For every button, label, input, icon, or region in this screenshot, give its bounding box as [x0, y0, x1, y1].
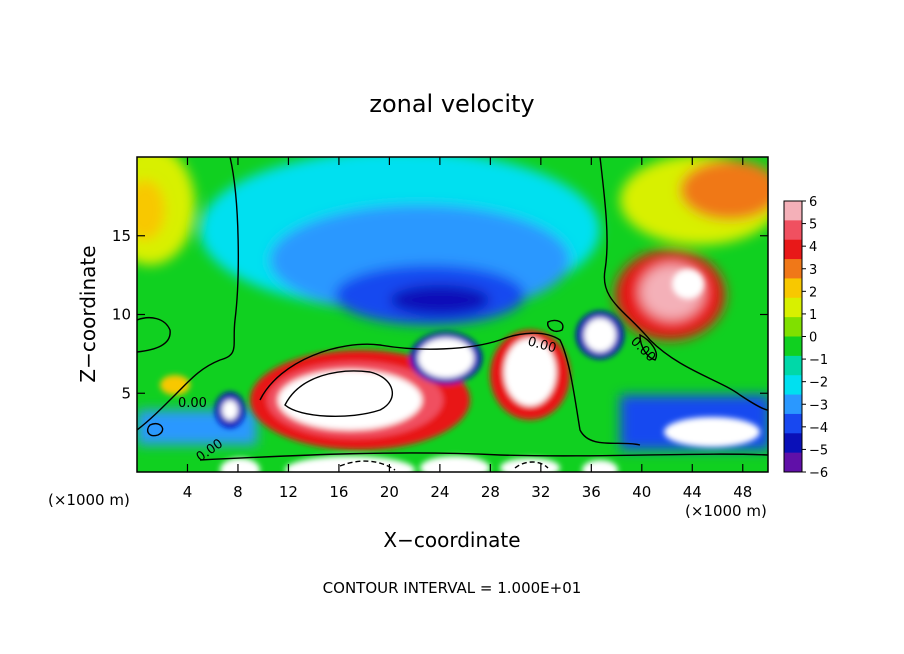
white-core-bottom-9	[220, 458, 260, 472]
colorbar-label: 5	[809, 218, 817, 233]
colorbar-swatch	[784, 452, 802, 473]
colorbar-label: 3	[809, 263, 817, 278]
colorbar-swatch	[784, 336, 802, 357]
x-tick-label: 20	[380, 483, 399, 501]
x-tick-label: 12	[279, 483, 298, 501]
zero-contour-lobe-inner	[284, 370, 393, 417]
colorbar-label: 4	[809, 240, 817, 255]
contour-interval-footer: CONTOUR INTERVAL = 1.000E+01	[323, 579, 582, 597]
zero-contour-loop-b	[639, 333, 657, 361]
colorbar-swatch	[784, 394, 802, 415]
zero-contour-loop-a	[146, 423, 164, 437]
white-core-bottom-32	[500, 458, 560, 472]
x-axis-label: X−coordinate	[383, 528, 520, 552]
x-tick-label: 32	[531, 483, 550, 501]
white-core-cell-44	[664, 417, 760, 447]
y-tick-label: 10	[112, 306, 131, 324]
y-axis-label: Z−coordinate	[76, 245, 100, 382]
zero-contour-left	[137, 157, 239, 431]
colorbar-label: 6	[809, 195, 817, 210]
contour-label: 0.00	[526, 334, 558, 356]
x-tick-label: 48	[733, 483, 752, 501]
colorbar-label: 2	[809, 285, 817, 300]
colorbar-swatch	[784, 413, 802, 434]
y-tick-label: 5	[121, 384, 131, 402]
zero-contour-right	[599, 157, 768, 411]
x-tick-label: 40	[632, 483, 651, 501]
x-unit-left: (×1000 m)	[48, 491, 130, 509]
colorbar-swatch	[784, 297, 802, 318]
colorbar-label: 0	[809, 331, 817, 346]
white-core-bottom-37	[582, 460, 618, 472]
colorbar-swatch	[784, 220, 802, 241]
positive-anomaly-upper-left-core	[137, 180, 165, 240]
x-tick-label: 16	[329, 483, 348, 501]
contour-label: 0.00	[178, 396, 207, 411]
heatmap-field: 0.00 0.00 0.00 0.00	[137, 157, 768, 472]
colorbar-swatch	[784, 259, 802, 279]
zero-contour-loop-c	[547, 319, 564, 332]
chart-title: zonal velocity	[369, 90, 534, 118]
x-tick-label: 28	[481, 483, 500, 501]
white-core-cell-x8	[222, 400, 238, 420]
colorbar-label: −4	[809, 421, 828, 436]
y-tick-label: 15	[112, 227, 131, 245]
white-core-cell-43	[672, 269, 704, 299]
x-tick-label: 8	[233, 483, 243, 501]
positive-cell-x4	[160, 375, 190, 395]
colorbar-swatch	[784, 278, 802, 299]
colorbar-label: −2	[809, 376, 828, 391]
x-tick-label: 24	[430, 483, 449, 501]
colorbar-swatch	[784, 375, 802, 396]
y-axis-ticks: 5 10 15	[112, 227, 768, 402]
x-tick-label: 44	[683, 483, 702, 501]
negative-contour-bottom-a	[339, 460, 396, 471]
zero-contour-upper-left	[137, 317, 171, 353]
white-core-bottom-25	[420, 456, 490, 472]
x-tick-label: 4	[183, 483, 193, 501]
x-tick-label: 36	[582, 483, 601, 501]
positive-lobe-lower-center-core	[278, 370, 422, 430]
colorbar-label: −5	[809, 443, 828, 458]
colorbar-swatch	[784, 355, 802, 376]
colorbar-swatch	[784, 433, 802, 454]
colorbar-swatch	[784, 201, 802, 221]
zero-contour-lobe-left	[259, 332, 641, 446]
x-unit-right: (×1000 m)	[685, 502, 767, 520]
colorbar-label: −3	[809, 398, 828, 413]
positive-anomaly-upper-right-core	[680, 160, 768, 220]
white-core-bottom-19	[285, 456, 415, 472]
colorbar-label: −1	[809, 353, 828, 368]
negative-contour-bottom-b	[514, 461, 549, 469]
white-core-cell-30	[504, 338, 556, 406]
colorbar-label: −6	[809, 466, 828, 481]
contour-lines	[137, 157, 768, 471]
colorbar-swatch	[784, 239, 802, 260]
white-core-cell-36	[584, 318, 616, 352]
colorbar: 6 5 4 3 2 1 0 −1 −2 −3 −4 −5 −6	[783, 195, 828, 481]
colorbar-label: 1	[809, 308, 817, 323]
contour-near-surface	[199, 452, 768, 461]
negative-region-center-core	[390, 285, 490, 315]
x-axis-ticks: 4 8 12 16 20 24 28 32 36 40 44 48	[183, 157, 752, 501]
white-core-cell-24	[418, 338, 474, 378]
colorbar-swatch	[784, 317, 802, 337]
